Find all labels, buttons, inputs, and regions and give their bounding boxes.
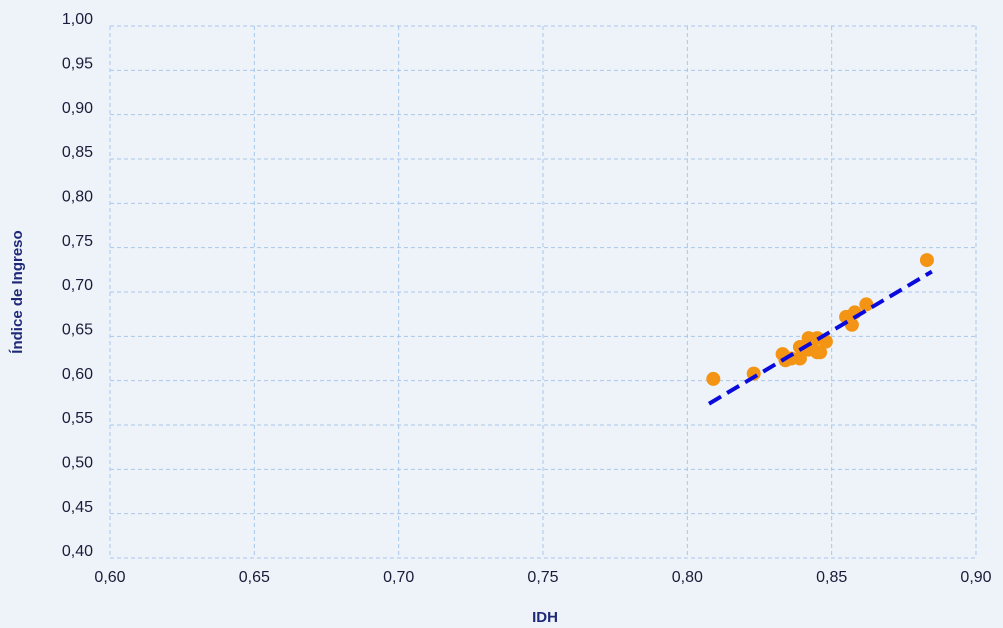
point <box>859 297 874 312</box>
y-tick-label: 0,75 <box>62 233 93 250</box>
y-tick-label: 1,00 <box>62 11 93 28</box>
x-axis-title: IDH <box>532 609 558 626</box>
y-tick-label: 0,45 <box>62 499 93 516</box>
x-tick-label: 0,60 <box>94 569 125 586</box>
x-tick-label: 0,90 <box>960 569 991 586</box>
point <box>792 351 807 366</box>
y-tick-label: 0,60 <box>62 366 93 383</box>
y-tick-label: 0,40 <box>62 543 93 560</box>
y-tick-label: 0,80 <box>62 189 93 206</box>
x-tick-label: 0,70 <box>383 569 414 586</box>
point <box>813 345 828 360</box>
y-tick-label: 0,90 <box>62 100 93 117</box>
point <box>844 317 859 332</box>
point <box>919 253 934 268</box>
y-tick-label: 0,85 <box>62 144 93 161</box>
y-tick-label: 0,70 <box>62 277 93 294</box>
x-tick-label: 0,80 <box>672 569 703 586</box>
y-tick-label: 0,50 <box>62 455 93 472</box>
point <box>706 371 721 386</box>
x-tick-label: 0,85 <box>816 569 847 586</box>
trend-line <box>707 269 933 406</box>
x-tick-label: 0,75 <box>527 569 558 586</box>
y-tick-label: 0,65 <box>62 322 93 339</box>
y-tick-label: 0,95 <box>62 56 93 73</box>
x-tick-label: 0,65 <box>239 569 270 586</box>
y-axis-title: Índice de Ingreso <box>9 230 26 353</box>
y-tick-label: 0,55 <box>62 410 93 427</box>
